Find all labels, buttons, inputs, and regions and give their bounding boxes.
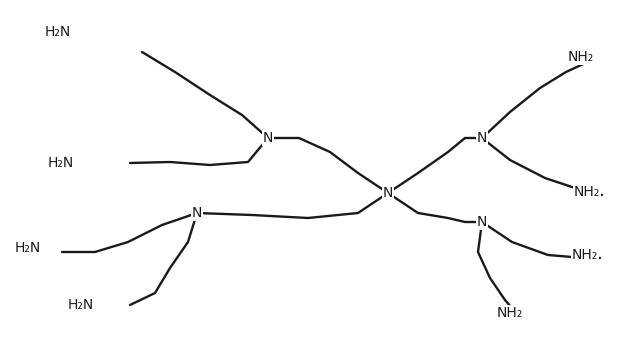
- Text: NH₂: NH₂: [497, 306, 524, 320]
- Text: H₂N: H₂N: [15, 241, 41, 255]
- Text: N: N: [477, 215, 487, 229]
- Text: N: N: [383, 186, 393, 200]
- Text: N: N: [263, 131, 273, 145]
- Text: N: N: [477, 131, 487, 145]
- Text: H₂N: H₂N: [48, 156, 74, 170]
- Text: NH₂: NH₂: [568, 50, 595, 64]
- Text: NH₂: NH₂: [572, 248, 598, 262]
- Text: H₂N: H₂N: [45, 25, 71, 39]
- Text: NH₂: NH₂: [574, 185, 600, 199]
- Text: N: N: [192, 206, 202, 220]
- Text: H₂N: H₂N: [68, 298, 94, 312]
